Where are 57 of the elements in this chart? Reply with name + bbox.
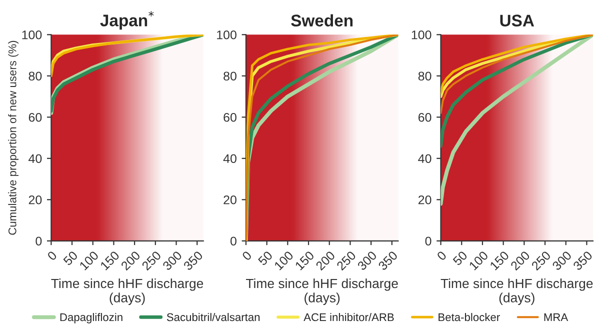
legend-label: MRA [544,313,568,322]
line-series [440,34,593,148]
y-tick-label: 80 [28,72,42,81]
y-tick-label: 100 [217,30,236,40]
legend-label: Dapagliflozin [60,312,122,324]
y-tick-label: 40 [223,154,236,164]
line-series [440,34,593,206]
chart-title: Sweden [291,14,353,26]
y-tick-label: 20 [28,195,42,204]
x-tick-label: 50 [258,250,273,266]
x-tick-label: 100 [468,250,489,270]
y-tick-label: 60 [418,112,432,122]
x-tick-label: 300 [162,250,182,271]
x-tick-label: 100 [79,250,100,270]
x-tick-label: 300 [552,250,572,271]
x-axis-title: Time since hHF discharge (days) [440,278,593,305]
chart-title: USA [500,14,534,26]
x-axis-title: Time since hHF discharge (days) [51,278,204,305]
x-tick-label: 150 [294,250,315,270]
x-tick-label: 300 [356,250,378,271]
y-tick-label: 100 [22,30,42,40]
x-tick-label: 350 [378,250,398,271]
y-tick-label: 0 [425,236,432,246]
x-tick-label: 200 [510,250,530,271]
x-tick-label: 250 [530,250,552,271]
legend-label: ACE inhibitor/ARB [304,312,394,322]
line-series [440,34,593,114]
legend-label: Beta-blocker [438,312,500,322]
x-tick-label: 250 [141,250,162,271]
y-tick-label: 80 [224,72,236,81]
x-tick-label: 350 [182,250,204,271]
x-tick-label: 50 [452,250,468,266]
y-tick-label: 20 [224,195,236,204]
y-tick-label: 40 [418,154,432,164]
y-tick-label: 0 [36,236,42,246]
x-tick-label: 150 [489,250,510,270]
x-tick-label: 0 [46,250,58,261]
y-tick-label: 60 [28,112,42,122]
x-tick-label: 50 [62,250,78,266]
y-tick-label: 60 [224,112,236,122]
x-tick-label: 0 [242,250,252,261]
y-axis-title: Cumulative proportion of new users (%) [8,40,19,235]
x-tick-label: 150 [100,250,120,270]
x-tick-label: 350 [572,250,593,271]
y-tick-label: 100 [412,30,432,40]
x-tick-label: 200 [120,250,141,271]
y-tick-label: 0 [230,236,236,246]
y-tick-label: 20 [418,195,432,204]
x-axis-title: Time since hHF discharge (days) [246,278,398,305]
x-tick-label: 200 [315,250,336,271]
x-tick-label: 100 [274,250,294,270]
chart-title: Japan$^{*}$ [100,11,154,30]
x-tick-label: 0 [436,250,447,261]
y-tick-label: 80 [418,72,432,81]
legend-label: Sacubitril/valsartan [166,312,260,322]
y-tick-label: 40 [28,154,42,164]
x-tick-label: 250 [336,250,356,271]
